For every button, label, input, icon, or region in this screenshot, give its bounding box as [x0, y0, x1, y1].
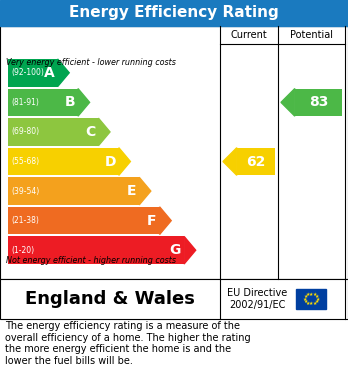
- Polygon shape: [184, 237, 196, 264]
- Text: ★: ★: [306, 292, 310, 297]
- Text: E: E: [127, 184, 136, 198]
- Text: EU Directive
2002/91/EC: EU Directive 2002/91/EC: [227, 288, 288, 310]
- Text: Energy Efficiency Rating: Energy Efficiency Rating: [69, 5, 279, 20]
- Bar: [0, 26, 348, 279]
- Text: 83: 83: [309, 95, 328, 109]
- Polygon shape: [119, 148, 130, 175]
- Text: ★: ★: [315, 299, 319, 304]
- Bar: [8, 118, 98, 146]
- Text: (69-80): (69-80): [11, 127, 39, 136]
- Bar: [8, 237, 184, 264]
- Text: ★: ★: [312, 301, 317, 306]
- Text: Potential: Potential: [290, 30, 333, 40]
- Text: ★: ★: [312, 292, 317, 297]
- Text: The energy efficiency rating is a measure of the
overall efficiency of a home. T: The energy efficiency rating is a measur…: [5, 321, 251, 366]
- Text: ★: ★: [303, 294, 308, 299]
- Text: Very energy efficient - lower running costs: Very energy efficient - lower running co…: [6, 58, 176, 67]
- Polygon shape: [58, 59, 69, 86]
- Text: ★: ★: [309, 301, 314, 307]
- Bar: [295, 89, 342, 116]
- Text: ★: ★: [315, 294, 319, 299]
- Text: D: D: [104, 154, 116, 169]
- Polygon shape: [98, 118, 110, 146]
- Bar: [0, 0, 348, 26]
- Text: (55-68): (55-68): [11, 157, 39, 166]
- Text: (92-100): (92-100): [11, 68, 44, 77]
- Text: 62: 62: [246, 154, 266, 169]
- Text: F: F: [147, 213, 157, 228]
- Text: C: C: [85, 125, 95, 139]
- Text: B: B: [64, 95, 75, 109]
- Text: (81-91): (81-91): [11, 98, 39, 107]
- Text: ★: ★: [316, 296, 320, 301]
- Text: (1-20): (1-20): [11, 246, 34, 255]
- Text: ★: ★: [303, 299, 308, 304]
- Polygon shape: [139, 177, 151, 205]
- Text: ★: ★: [309, 292, 314, 297]
- Text: Not energy efficient - higher running costs: Not energy efficient - higher running co…: [6, 256, 176, 265]
- Text: G: G: [170, 243, 181, 257]
- Polygon shape: [223, 148, 237, 175]
- Polygon shape: [160, 207, 171, 235]
- Polygon shape: [281, 89, 295, 116]
- Bar: [8, 207, 160, 235]
- Bar: [8, 59, 58, 86]
- Text: Current: Current: [231, 30, 267, 40]
- Bar: [8, 177, 139, 205]
- Text: ★: ★: [302, 296, 307, 301]
- Bar: [296, 289, 326, 309]
- Bar: [8, 89, 78, 116]
- Bar: [0, 279, 348, 319]
- Text: (39-54): (39-54): [11, 187, 39, 196]
- Bar: [237, 148, 275, 175]
- Polygon shape: [78, 89, 89, 116]
- Text: A: A: [44, 66, 55, 80]
- Text: England & Wales: England & Wales: [25, 290, 195, 308]
- Text: ★: ★: [306, 301, 310, 306]
- Text: (21-38): (21-38): [11, 216, 39, 225]
- Bar: [8, 148, 119, 175]
